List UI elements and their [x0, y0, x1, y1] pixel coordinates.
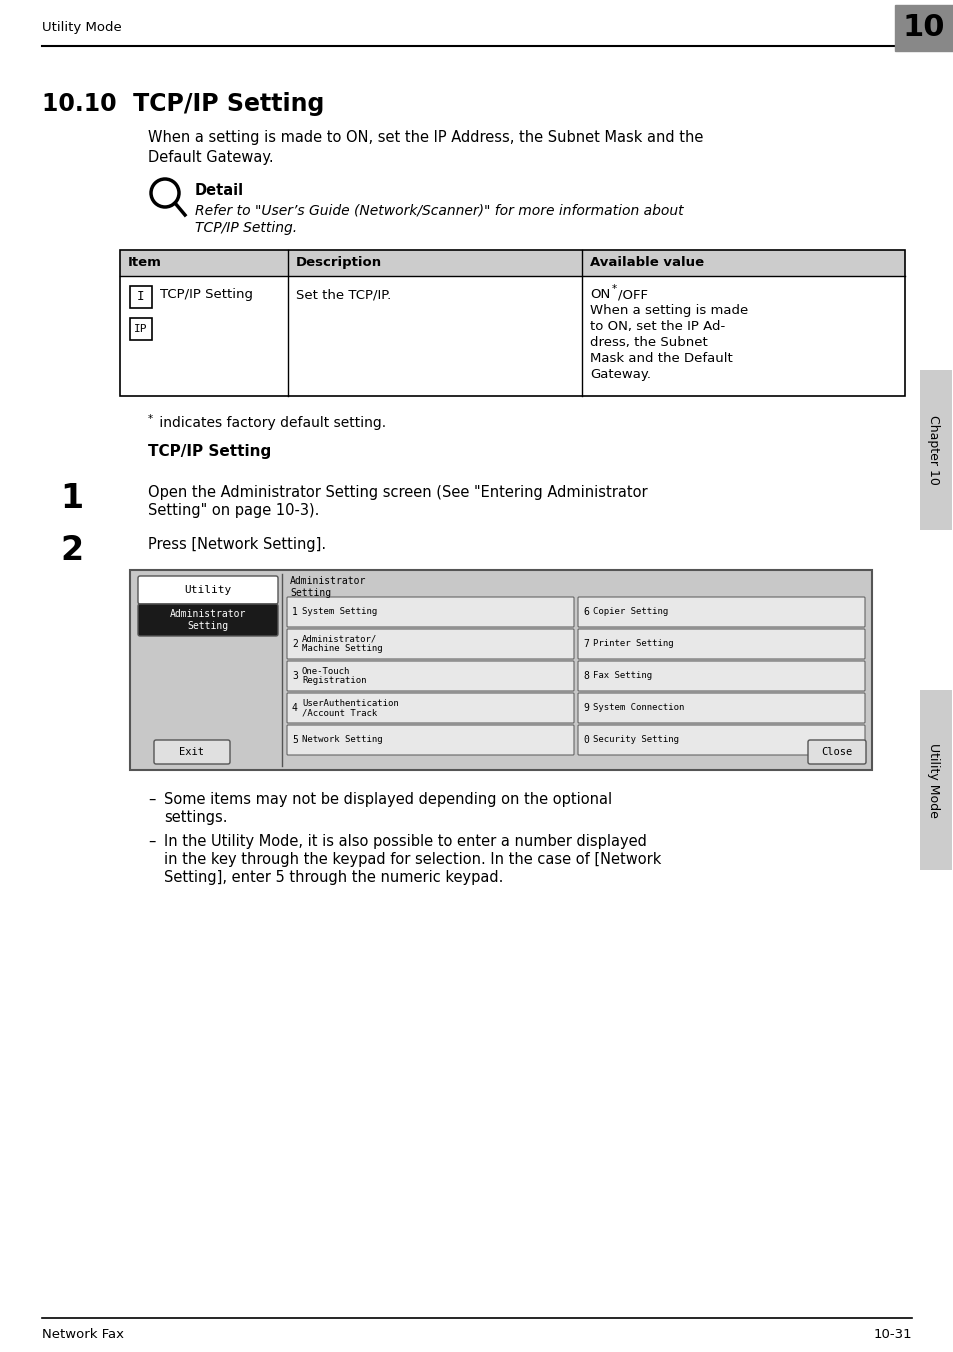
Bar [130, 318, 152, 339]
Text: settings.: settings. [164, 810, 227, 825]
Text: System Connection: System Connection [593, 703, 683, 713]
Text: *: * [148, 414, 153, 425]
Text: indicates factory default setting.: indicates factory default setting. [154, 416, 386, 430]
Text: TCP/IP Setting.: TCP/IP Setting. [194, 220, 296, 235]
Text: Network Fax: Network Fax [42, 1328, 124, 1340]
Text: Mask and the Default: Mask and the Default [589, 352, 732, 365]
Text: Open the Administrator Setting screen (See "Entering Administrator: Open the Administrator Setting screen (S… [148, 485, 647, 500]
FancyBboxPatch shape [287, 661, 574, 691]
Text: I: I [137, 291, 145, 303]
Text: Press [Network Setting].: Press [Network Setting]. [148, 537, 326, 552]
Text: Set the TCP/IP.: Set the TCP/IP. [295, 288, 391, 301]
Text: 10.10  TCP/IP Setting: 10.10 TCP/IP Setting [42, 92, 324, 116]
Bar [919, 690, 951, 869]
Text: Administrator
Setting: Administrator Setting [170, 608, 246, 631]
Text: in the key through the keypad for selection. In the case of [Network: in the key through the keypad for select… [164, 852, 660, 867]
Text: Refer to "User’s Guide (Network/Scanner)" for more information about: Refer to "User’s Guide (Network/Scanner)… [194, 203, 683, 218]
Text: Gateway.: Gateway. [589, 368, 650, 381]
Text: Administrator/
Machine Setting: Administrator/ Machine Setting [302, 634, 382, 653]
Text: –: – [148, 834, 155, 849]
Text: Utility Mode: Utility Mode [926, 742, 940, 818]
Text: 10-31: 10-31 [872, 1328, 911, 1340]
FancyBboxPatch shape [287, 598, 574, 627]
Text: When a setting is made to ON, set the IP Address, the Subnet Mask and the: When a setting is made to ON, set the IP… [148, 130, 702, 145]
Text: TCP/IP Setting: TCP/IP Setting [160, 288, 253, 301]
Text: UserAuthentication
/Account Track: UserAuthentication /Account Track [302, 699, 398, 718]
Text: Copier Setting: Copier Setting [593, 607, 667, 617]
Text: 0: 0 [582, 735, 588, 745]
Text: Detail: Detail [194, 183, 244, 197]
FancyBboxPatch shape [287, 725, 574, 754]
Text: –: – [148, 792, 155, 807]
Text: In the Utility Mode, it is also possible to enter a number displayed: In the Utility Mode, it is also possible… [164, 834, 646, 849]
Text: Available value: Available value [589, 256, 703, 269]
Text: 4: 4 [292, 703, 297, 713]
Text: 6: 6 [582, 607, 588, 617]
Text: 8: 8 [582, 671, 588, 681]
FancyBboxPatch shape [578, 598, 864, 627]
Text: When a setting is made: When a setting is made [589, 304, 747, 316]
Text: System Setting: System Setting [302, 607, 376, 617]
Text: Exit: Exit [179, 748, 204, 757]
Text: Description: Description [295, 256, 382, 269]
FancyBboxPatch shape [578, 725, 864, 754]
Text: Network Setting: Network Setting [302, 735, 382, 745]
FancyBboxPatch shape [578, 629, 864, 658]
Text: Some items may not be displayed depending on the optional: Some items may not be displayed dependin… [164, 792, 612, 807]
Text: 2: 2 [292, 639, 297, 649]
FancyBboxPatch shape [153, 740, 230, 764]
Bar [894, 5, 952, 51]
Text: 7: 7 [582, 639, 588, 649]
Text: to ON, set the IP Ad-: to ON, set the IP Ad- [589, 320, 724, 333]
FancyBboxPatch shape [578, 694, 864, 723]
Text: Utility Mode: Utility Mode [42, 22, 122, 35]
FancyBboxPatch shape [287, 694, 574, 723]
FancyBboxPatch shape [138, 576, 277, 604]
FancyBboxPatch shape [138, 604, 277, 635]
Text: /OFF: /OFF [618, 288, 647, 301]
Text: 1: 1 [60, 483, 83, 515]
Bar [130, 571, 871, 771]
FancyBboxPatch shape [287, 629, 574, 658]
Text: Administrator
Setting: Administrator Setting [290, 576, 366, 598]
FancyBboxPatch shape [578, 661, 864, 691]
Text: Default Gateway.: Default Gateway. [148, 150, 274, 165]
FancyBboxPatch shape [807, 740, 865, 764]
Text: Chapter 10: Chapter 10 [926, 415, 940, 485]
Text: ON: ON [589, 288, 610, 301]
Text: 5: 5 [292, 735, 297, 745]
Text: *: * [612, 284, 617, 293]
Text: One-Touch
Registration: One-Touch Registration [302, 667, 366, 685]
Bar [919, 370, 951, 530]
Text: Setting" on page 10-3).: Setting" on page 10-3). [148, 503, 319, 518]
Text: Security Setting: Security Setting [593, 735, 679, 745]
Text: 2: 2 [60, 534, 83, 566]
Text: dress, the Subnet: dress, the Subnet [589, 337, 707, 349]
Text: Printer Setting: Printer Setting [593, 639, 673, 649]
Bar [130, 287, 152, 308]
Bar [120, 250, 904, 396]
Text: TCP/IP Setting: TCP/IP Setting [148, 443, 271, 458]
Text: IP: IP [134, 324, 148, 334]
Text: 9: 9 [582, 703, 588, 713]
Text: Item: Item [128, 256, 162, 269]
Text: Setting], enter 5 through the numeric keypad.: Setting], enter 5 through the numeric ke… [164, 869, 503, 886]
Text: 10: 10 [902, 14, 944, 42]
Text: 1: 1 [292, 607, 297, 617]
Bar [120, 250, 904, 276]
Text: Fax Setting: Fax Setting [593, 672, 652, 680]
Text: Close: Close [821, 748, 852, 757]
Text: 3: 3 [292, 671, 297, 681]
Text: Utility: Utility [184, 585, 232, 595]
